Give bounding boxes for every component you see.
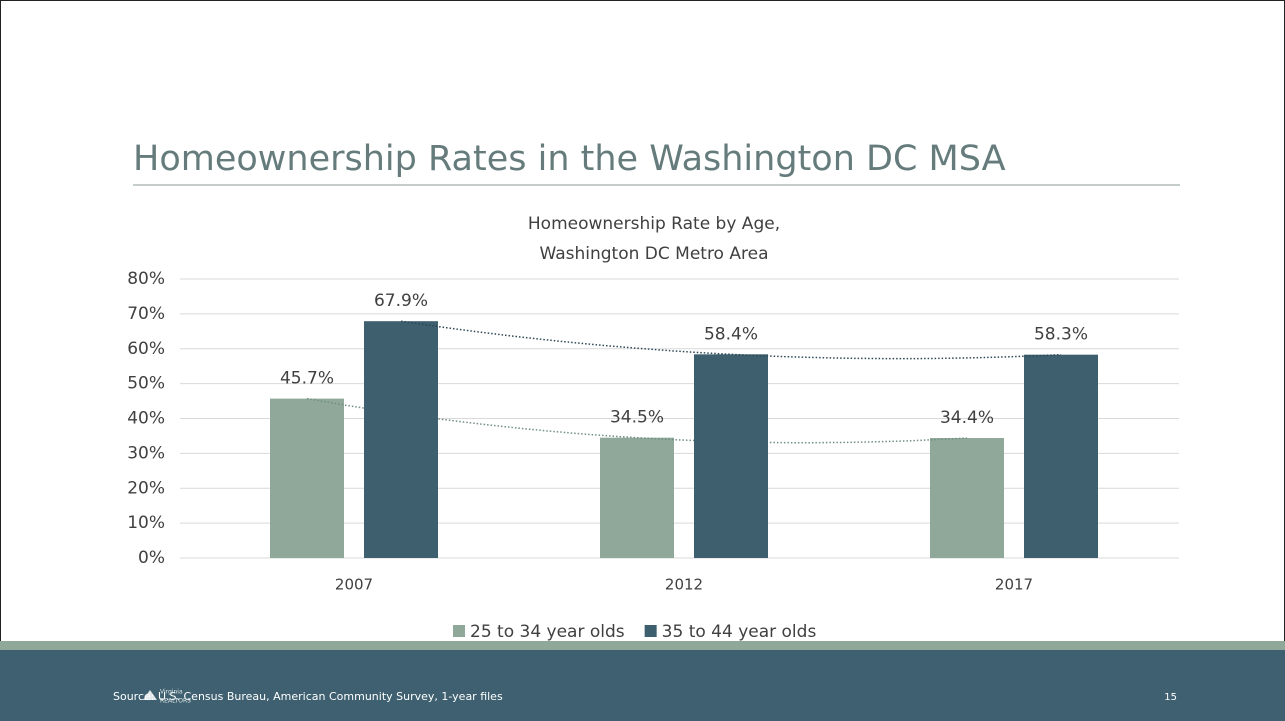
x-tick-label: 2007: [335, 576, 373, 594]
y-tick-label: 60%: [127, 339, 165, 359]
bar: [694, 354, 768, 558]
bar: [364, 321, 438, 558]
data-label: 67.9%: [374, 291, 428, 311]
logo-text: Virginia: [160, 689, 183, 696]
slide-title: Homeownership Rates in the Washington DC…: [133, 139, 1006, 179]
legend-label: 25 to 34 year olds: [470, 622, 625, 642]
x-tick-label: 2017: [995, 576, 1033, 594]
data-label: 58.4%: [704, 324, 758, 344]
bar: [1024, 354, 1098, 558]
bar: [270, 398, 344, 558]
y-tick-label: 30%: [127, 443, 165, 463]
bar: [600, 437, 674, 558]
x-tick-label: 2012: [665, 576, 703, 594]
y-tick-label: 20%: [127, 478, 165, 498]
source-note: Source: U.S. Census Bureau, American Com…: [113, 690, 503, 703]
page-number: 15: [1164, 692, 1177, 703]
data-label: 45.7%: [280, 369, 334, 389]
y-tick-label: 40%: [127, 409, 165, 429]
y-tick-label: 50%: [127, 374, 165, 394]
logo-icon: [143, 690, 157, 700]
legend-swatch: [453, 625, 465, 637]
data-label: 34.5%: [610, 408, 664, 428]
y-tick-label: 80%: [127, 269, 165, 289]
logo-text: REALTORS: [160, 698, 191, 705]
y-tick-label: 0%: [138, 548, 165, 568]
data-label: 34.4%: [940, 408, 994, 428]
legend-swatch: [644, 625, 657, 637]
footer-stripe: [0, 641, 1285, 650]
legend-label: 35 to 44 year olds: [662, 622, 817, 642]
y-tick-label: 70%: [127, 304, 165, 324]
bar: [930, 438, 1004, 558]
chart-title: Homeownership Rate by Age,: [528, 214, 780, 234]
footer-band: [0, 650, 1285, 721]
data-label: 58.3%: [1034, 325, 1088, 345]
y-tick-label: 10%: [127, 513, 165, 533]
chart-title: Washington DC Metro Area: [539, 244, 768, 264]
